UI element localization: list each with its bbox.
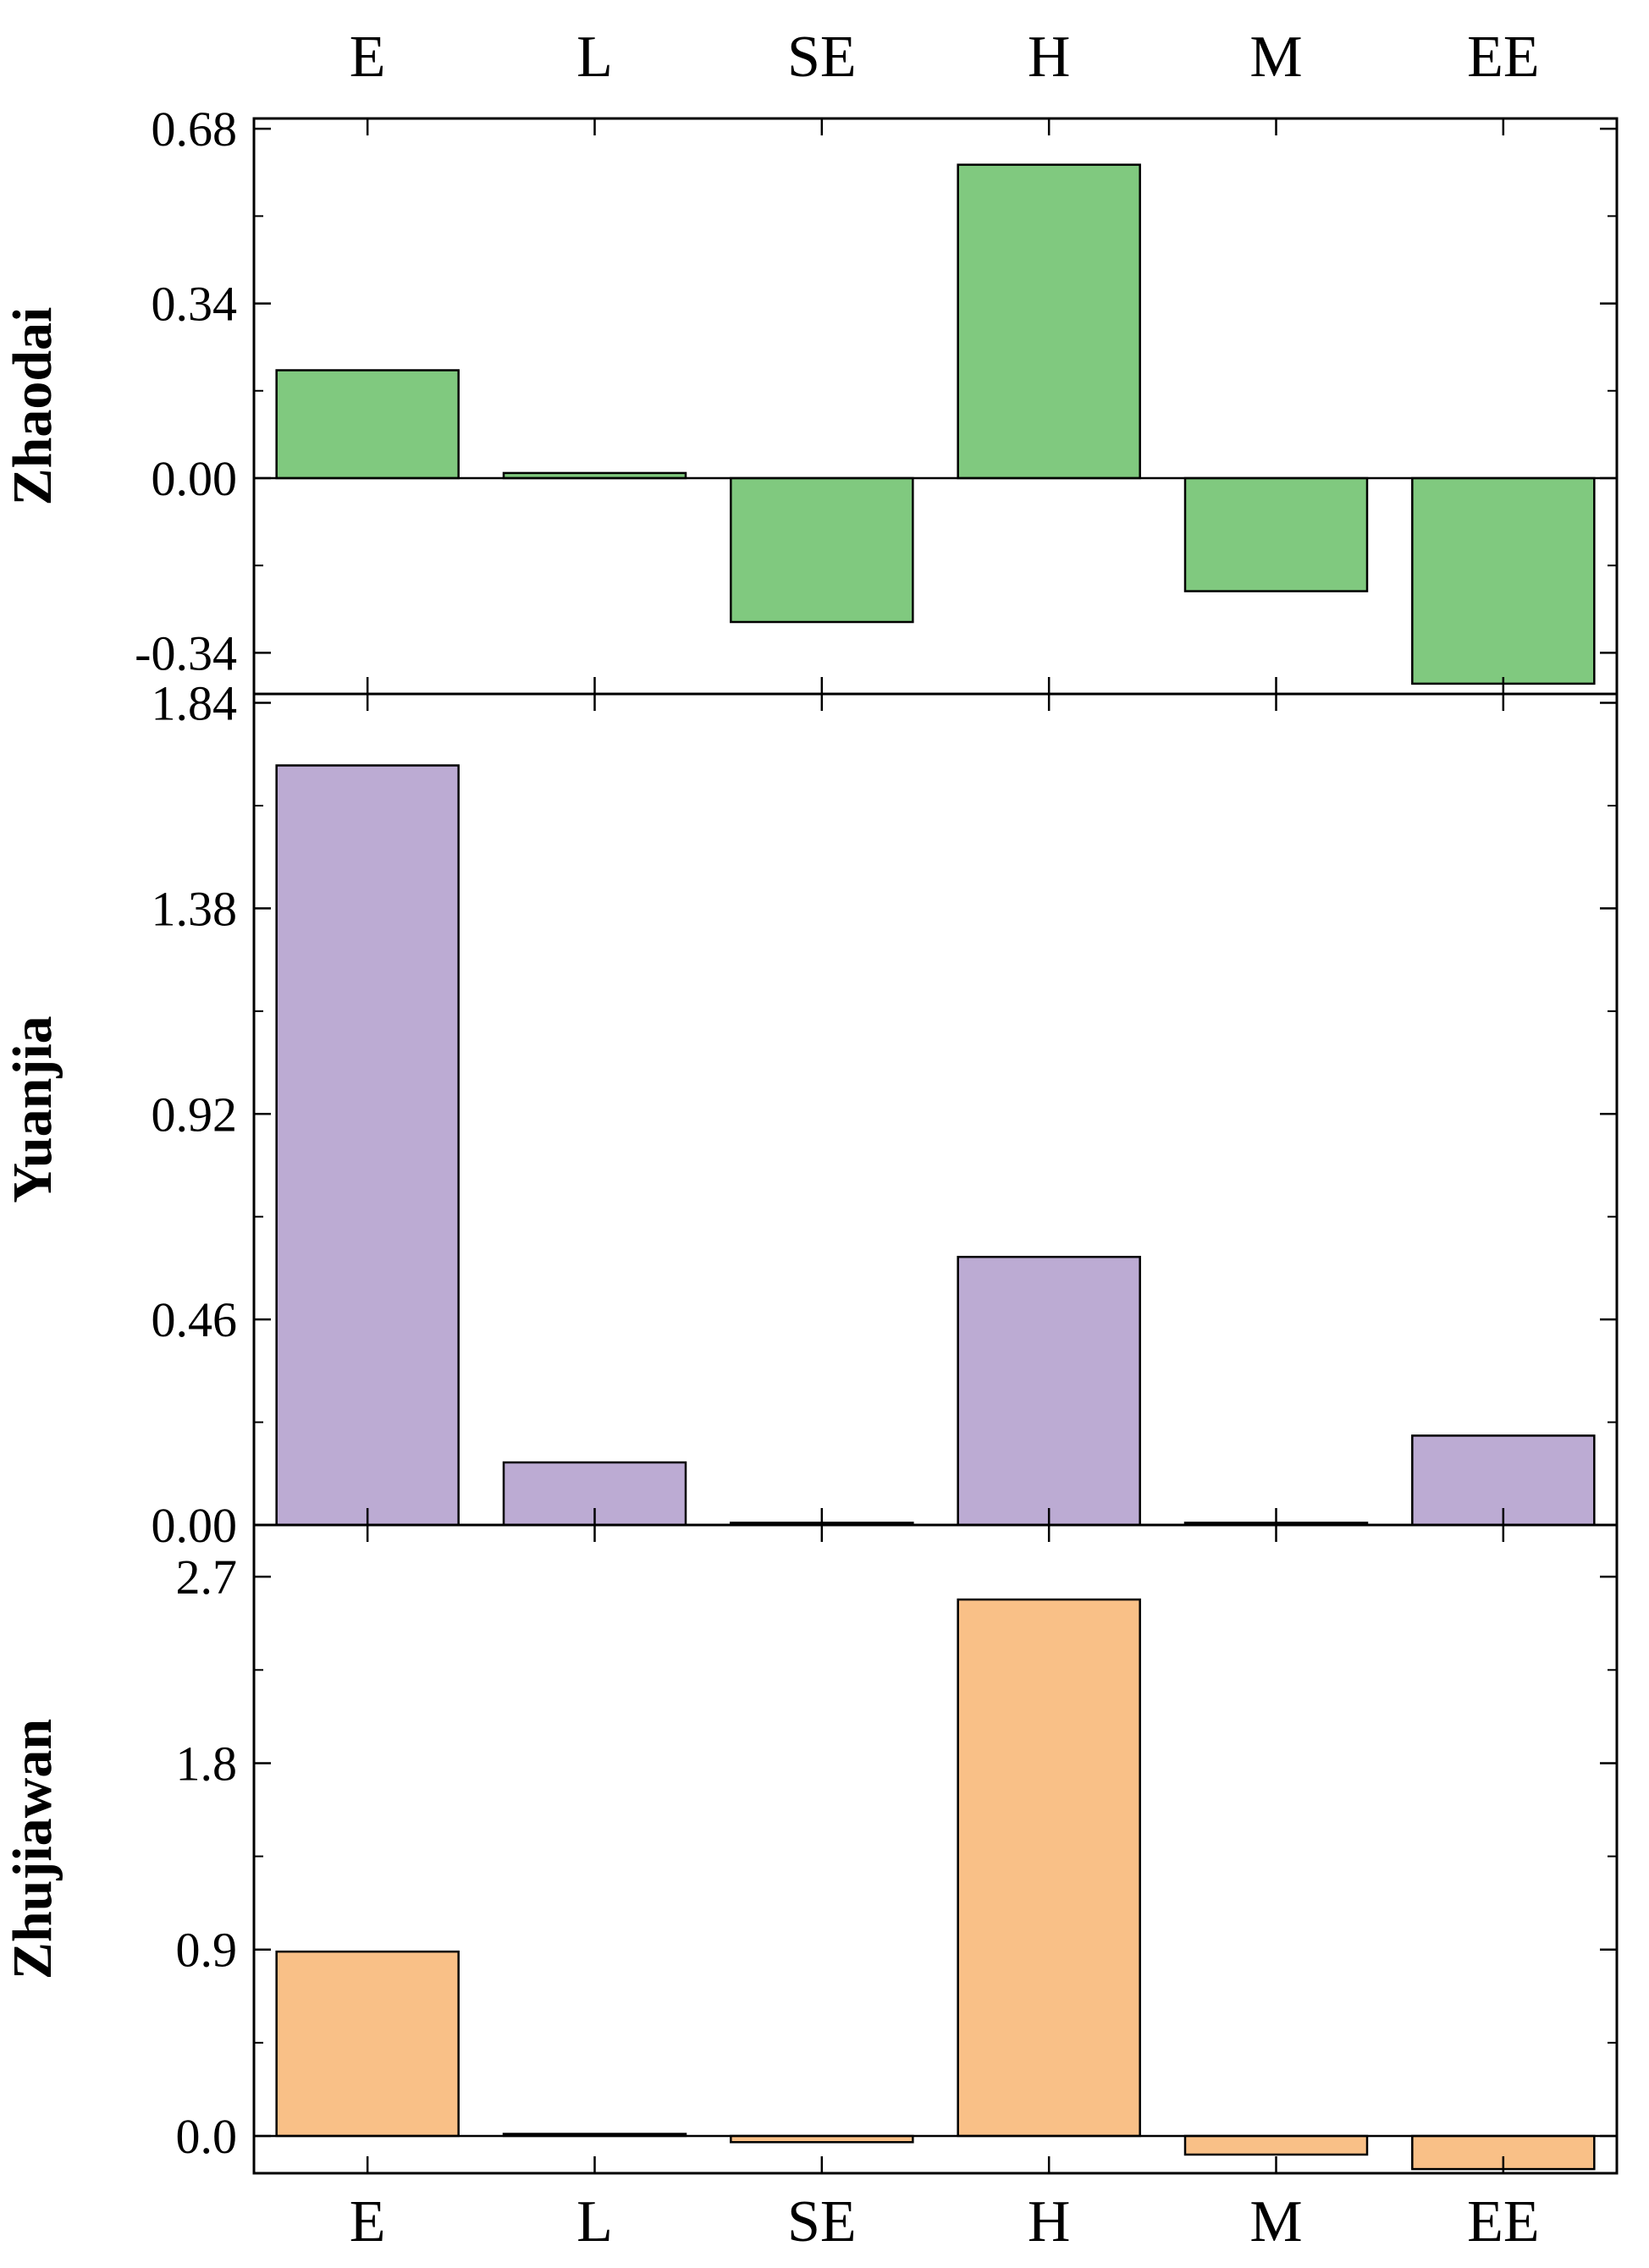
bar-yuanjia-l: [502, 1461, 687, 1527]
y-tick-label: 0.68: [152, 102, 238, 157]
x-tick-label-bottom: M: [1249, 2189, 1302, 2254]
x-tick-label-bottom: SE: [787, 2189, 857, 2254]
bar-yuanjia-h: [957, 1255, 1141, 1527]
x-tick-label-bottom: EE: [1467, 2189, 1540, 2254]
panel-frame-zhujiawan: [252, 1523, 1619, 2175]
bar-zhujiawan-m: [1183, 2134, 1369, 2156]
bar-yuanjia-e: [275, 764, 460, 1527]
y-tick-label: 1.38: [152, 881, 238, 936]
y-tick-label: 0.00: [152, 451, 238, 506]
bar-zhaodai-e: [275, 369, 460, 480]
x-tick-label-bottom: L: [576, 2189, 613, 2254]
y-tick-label: 1.8: [176, 1736, 238, 1791]
y-tick-label: 0.34: [152, 277, 238, 332]
y-tick-label: 0.92: [152, 1087, 238, 1142]
y-tick-label: 1.84: [152, 676, 238, 731]
panel-title-yuanjia: Yuanjia: [2, 1016, 63, 1203]
x-tick-label-bottom: E: [350, 2189, 386, 2254]
bar-zhujiawan-h: [957, 1598, 1141, 2138]
bar-zhaodai-m: [1183, 476, 1369, 592]
x-tick-label-top: H: [1028, 25, 1071, 90]
chart-layer: EELLSESEHHMMEEEE-0.340.000.340.68Zhaodai…: [2, 25, 1619, 2254]
y-tick-label: -0.34: [135, 625, 237, 680]
panel-title-zhujiawan: Zhujiawan: [2, 1719, 63, 1979]
bar-zhaodai-h: [957, 163, 1141, 480]
x-tick-label-bottom: H: [1028, 2189, 1071, 2254]
y-tick-label: 0.0: [176, 2109, 238, 2164]
x-tick-label-top: E: [350, 25, 386, 90]
y-tick-label: 2.7: [176, 1550, 238, 1605]
x-tick-label-top: M: [1249, 25, 1302, 90]
y-tick-label: 0.00: [152, 1498, 238, 1553]
panel-title-zhaodai: Zhaodai: [2, 307, 63, 506]
x-tick-label-top: EE: [1467, 25, 1540, 90]
y-tick-label: 0.9: [176, 1923, 238, 1978]
y-tick-label: 0.46: [152, 1292, 238, 1347]
bar-zhaodai-ee: [1411, 476, 1596, 685]
x-tick-label-top: L: [576, 25, 613, 90]
bar-zhujiawan-e: [275, 1950, 460, 2138]
bar-zhaodai-se: [730, 476, 914, 624]
x-tick-label-top: SE: [787, 25, 857, 90]
